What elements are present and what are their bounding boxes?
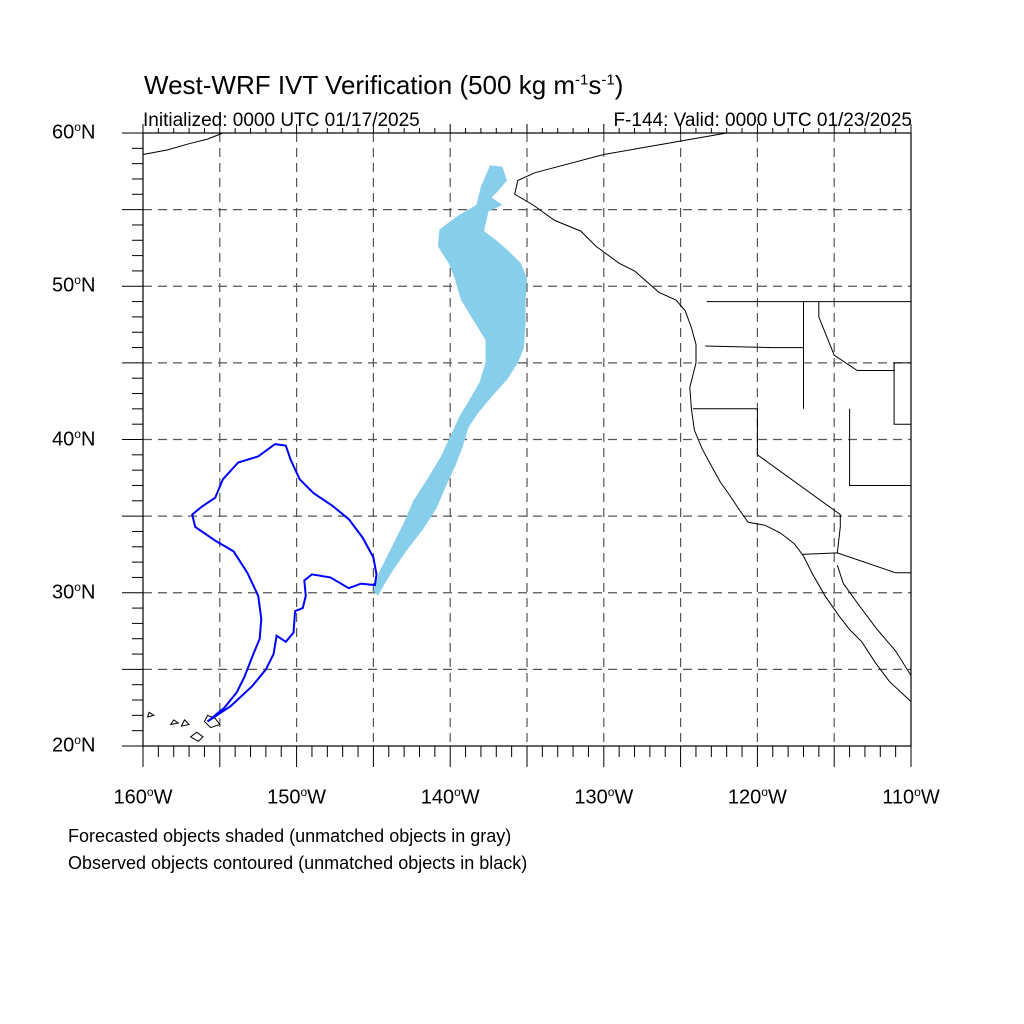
map-title: West-WRF IVT Verification (500 kg m-1s-1…	[144, 70, 623, 101]
degree-symbol: o	[74, 579, 81, 594]
initialized-time: Initialized: 0000 UTC 01/17/2025	[143, 110, 420, 131]
north-america-coastline	[514, 132, 912, 702]
latitude-label: 20oN	[52, 733, 96, 757]
longitude-label: 110oW	[882, 785, 940, 809]
state-border	[849, 408, 911, 486]
longitude-label: 120oW	[727, 785, 787, 809]
axis-ticks	[122, 124, 912, 767]
longitude-label: 160oW	[113, 785, 173, 809]
degree-symbol: o	[761, 785, 768, 799]
state-border	[818, 301, 911, 371]
ivt-objects	[191, 165, 527, 723]
coastlines	[142, 132, 912, 743]
degree-symbol: o	[74, 273, 81, 288]
state-border	[893, 362, 911, 425]
state-border	[692, 408, 841, 553]
latitude-label: 60oN	[52, 120, 96, 144]
valid-time: F-144: Valid: 0000 UTC 01/23/2025	[613, 110, 912, 131]
title-text-mid: s	[588, 70, 602, 100]
longitude-label: 150oW	[267, 785, 327, 809]
gulf-of-california-coastline	[836, 565, 912, 676]
degree-symbol: o	[300, 785, 308, 799]
degree-symbol: o	[454, 785, 461, 799]
hawaii-island	[180, 719, 191, 727]
latitude-label: 30oN	[52, 579, 96, 604]
degree-symbol: o	[146, 785, 154, 799]
gridlines	[143, 133, 911, 746]
state-border	[801, 552, 911, 574]
hawaii-island	[189, 731, 204, 743]
degree-symbol: o	[607, 785, 615, 799]
degree-symbol: o	[74, 733, 81, 747]
title-text: West-WRF IVT Verification (500 kg m	[144, 70, 576, 100]
alaska-coastline	[142, 132, 224, 155]
legend-observed-note: Observed objects contoured (unmatched ob…	[68, 853, 528, 873]
latitude-label: 40oN	[52, 426, 96, 451]
hawaii-island	[169, 719, 180, 726]
observed-ivt-contour	[191, 443, 378, 723]
legend-forecast-note: Forecasted objects shaded (unmatched obj…	[68, 826, 512, 846]
title-superscript-1: -1	[575, 71, 589, 89]
longitude-label: 130oW	[574, 785, 634, 809]
state-border	[705, 345, 804, 349]
map-frame	[142, 132, 912, 747]
title-text-end: )	[614, 70, 624, 100]
degree-symbol: o	[74, 426, 81, 441]
degree-symbol: o	[914, 785, 921, 799]
latitude-label: 50oN	[52, 273, 96, 297]
political-borders	[692, 301, 911, 574]
longitude-label: 140oW	[420, 785, 480, 809]
title-superscript-2: -1	[601, 71, 615, 89]
hawaii-island	[146, 711, 156, 718]
forecast-ivt-object	[373, 165, 527, 596]
degree-symbol: o	[74, 120, 81, 134]
